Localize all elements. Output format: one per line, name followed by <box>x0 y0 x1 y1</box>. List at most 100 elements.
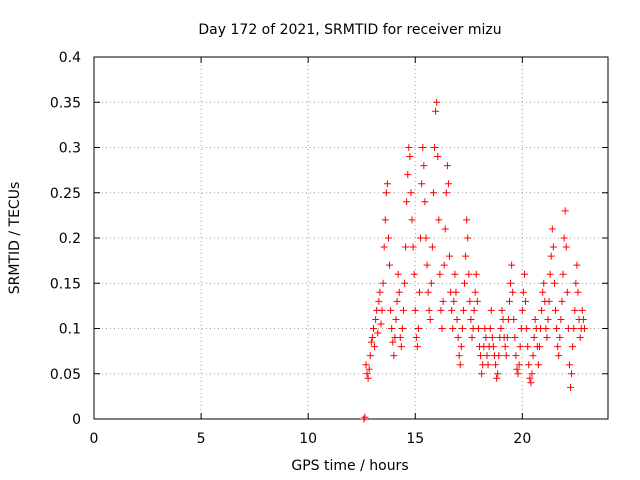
x-axis-label: GPS time / hours <box>291 458 408 474</box>
data-point <box>580 325 588 332</box>
data-point <box>443 162 451 170</box>
data-point <box>406 153 414 161</box>
data-point <box>424 288 432 296</box>
data-point <box>444 180 452 188</box>
data-points <box>360 98 588 423</box>
data-point <box>555 352 563 360</box>
data-point <box>512 352 520 360</box>
data-point <box>453 315 461 323</box>
data-point <box>549 243 557 251</box>
data-point <box>464 234 472 242</box>
data-point <box>572 279 580 287</box>
y-tick-label: 0.2 <box>59 231 81 247</box>
data-point <box>450 297 458 305</box>
data-point <box>519 288 527 296</box>
data-point <box>438 325 446 332</box>
data-point <box>378 306 386 314</box>
data-point <box>468 334 476 342</box>
data-point <box>484 361 492 369</box>
data-point <box>399 306 407 314</box>
data-point <box>397 343 405 351</box>
data-point <box>428 243 436 251</box>
data-point <box>405 144 413 151</box>
data-point <box>402 243 410 251</box>
data-point <box>449 325 457 332</box>
data-point <box>386 261 394 269</box>
data-point <box>414 325 422 332</box>
data-point <box>482 334 490 342</box>
x-tick-label: 20 <box>513 431 531 447</box>
data-point <box>534 361 542 369</box>
data-point <box>377 320 385 328</box>
data-point <box>418 180 426 188</box>
data-point <box>387 306 395 314</box>
data-point <box>516 343 524 351</box>
data-point <box>465 270 473 278</box>
data-point <box>419 144 427 151</box>
data-point <box>389 338 397 346</box>
data-point <box>508 261 516 269</box>
data-point <box>562 243 570 251</box>
data-point <box>404 171 412 179</box>
data-point <box>439 297 447 305</box>
data-point <box>374 329 382 337</box>
data-point <box>540 279 548 287</box>
data-point <box>530 334 538 342</box>
data-point <box>368 334 376 342</box>
data-point <box>462 252 470 260</box>
y-tick-label: 0.05 <box>50 367 81 383</box>
data-point <box>427 279 435 287</box>
y-tick-label: 0.4 <box>59 50 81 66</box>
data-point <box>440 261 448 269</box>
data-point <box>422 234 430 242</box>
data-point <box>375 297 383 305</box>
data-point <box>367 338 375 346</box>
data-point <box>448 306 456 314</box>
axis-ticks: 0 5 10 15 20 0 0.05 0.1 0.15 0.2 0.25 0.3 0.35 0.4 <box>50 50 608 447</box>
data-point <box>425 306 433 314</box>
data-point <box>573 261 581 269</box>
data-point <box>381 216 389 224</box>
data-point <box>526 374 534 382</box>
data-point <box>455 352 463 360</box>
data-point <box>456 361 464 369</box>
data-point <box>429 189 437 197</box>
grid-lines <box>94 57 608 419</box>
data-point <box>556 334 564 342</box>
y-tick-label: 0 <box>72 412 81 428</box>
data-point <box>513 365 521 373</box>
data-point <box>457 343 465 351</box>
data-point <box>411 306 419 314</box>
data-point <box>410 270 418 278</box>
data-point <box>390 352 398 360</box>
x-tick-label: 0 <box>90 431 99 447</box>
data-point <box>514 370 522 378</box>
data-point <box>509 288 517 296</box>
data-point <box>501 343 509 351</box>
data-point <box>525 361 533 369</box>
data-point <box>416 288 424 296</box>
data-point <box>486 325 494 332</box>
y-tick-label: 0.35 <box>50 95 81 111</box>
data-point <box>379 279 387 287</box>
data-point <box>426 315 434 323</box>
data-point <box>412 334 420 342</box>
data-point <box>560 234 568 242</box>
y-tick-label: 0.25 <box>50 186 81 202</box>
data-point <box>432 107 440 115</box>
data-point <box>545 297 553 305</box>
data-point <box>565 361 573 369</box>
data-point <box>470 306 478 314</box>
data-point <box>362 361 370 369</box>
data-point <box>463 216 471 224</box>
data-point <box>561 207 569 215</box>
data-point <box>531 315 539 323</box>
y-axis-label: SRMTID / TECUs <box>7 182 23 295</box>
data-point <box>553 325 561 332</box>
data-point <box>567 383 575 391</box>
data-point <box>535 343 543 351</box>
data-point <box>413 343 421 351</box>
data-point <box>548 225 556 233</box>
data-point <box>433 98 441 106</box>
